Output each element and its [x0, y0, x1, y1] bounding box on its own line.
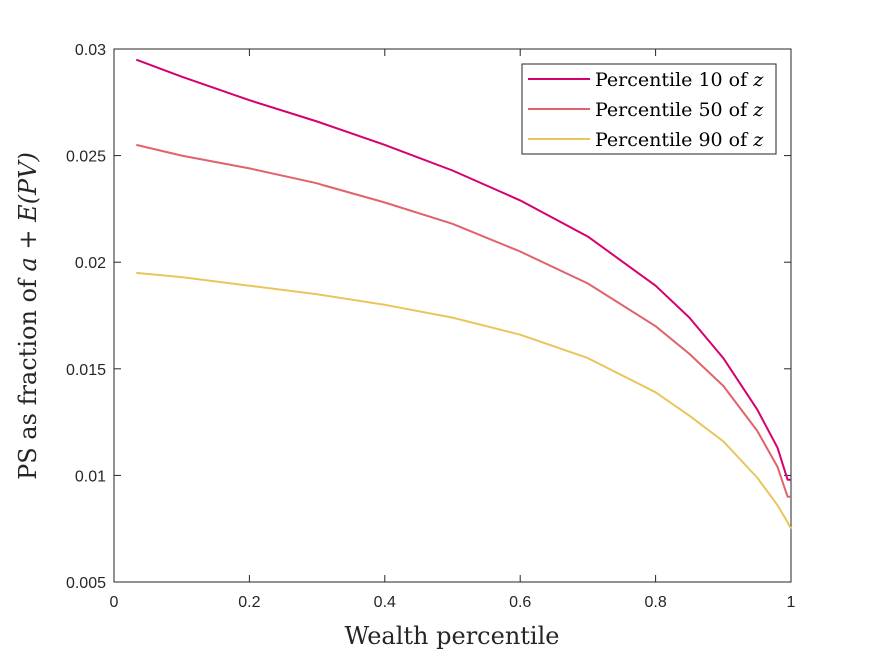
- legend-label-2: Percentile 50 of z: [595, 99, 764, 121]
- y-tick-label: 0.005: [66, 575, 106, 592]
- series-line-1: [135, 58, 791, 481]
- axis-ticks: 0 0.2 0.4 0.6 0.8 1 0.005 0.01 0.015 0.02 0.025 0.0…: [66, 42, 796, 611]
- legend-label-text: Percentile 90 of: [595, 129, 753, 151]
- y-axis-label-math: a + E(PV): [14, 152, 42, 271]
- legend-label-3: Percentile 90 of z: [595, 129, 764, 151]
- series-line-3: [136, 271, 792, 530]
- y-tick-label: 0.015: [66, 362, 106, 379]
- legend-label-math: z: [752, 99, 764, 121]
- y-axis-label-text: PS as fraction of: [14, 272, 42, 480]
- series-lines: [135, 58, 792, 530]
- y-tick-label: 0.025: [66, 149, 106, 166]
- y-tick-label: 0.03: [75, 42, 106, 59]
- legend-label-math: z: [752, 69, 764, 91]
- x-tick-label: 0: [110, 594, 119, 611]
- y-axis-label: PS as fraction of a + E(PV): [14, 152, 42, 480]
- legend-label-1: Percentile 10 of z: [595, 69, 764, 91]
- series-line-2: [136, 143, 791, 498]
- legend-label-text: Percentile 10 of: [595, 69, 753, 91]
- legend-label-math: z: [752, 129, 764, 151]
- x-tick-label: 0.2: [238, 594, 260, 611]
- y-tick-label: 0.02: [75, 255, 106, 272]
- x-tick-label: 0.8: [644, 594, 666, 611]
- x-tick-label: 1: [787, 594, 796, 611]
- x-tick-label: 0.4: [374, 594, 396, 611]
- legend-label-text: Percentile 50 of: [595, 99, 753, 121]
- x-axis-label: Wealth percentile: [345, 622, 560, 650]
- x-tick-label: 0.6: [509, 594, 531, 611]
- y-tick-label: 0.01: [75, 468, 106, 485]
